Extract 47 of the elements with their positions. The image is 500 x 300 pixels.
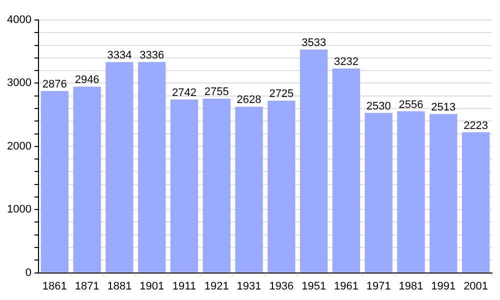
bar (202, 98, 230, 272)
x-tick-label: 1921 (204, 280, 229, 292)
data-label: 2755 (204, 86, 229, 98)
x-tick-label: 1981 (398, 280, 424, 292)
bar (364, 112, 392, 272)
data-label: 2223 (464, 120, 488, 132)
x-tick-label: 1911 (172, 280, 196, 292)
x-tick-label: 1861 (42, 280, 67, 292)
bar (73, 86, 101, 272)
data-label: 3533 (302, 37, 326, 50)
bar (462, 132, 490, 272)
x-tick-label: 1991 (431, 280, 456, 292)
x-tick-label: 1881 (107, 280, 132, 292)
bar (40, 91, 69, 272)
data-label: 2876 (42, 78, 67, 91)
data-label: 2742 (172, 87, 196, 100)
x-tick-label: 1931 (236, 280, 262, 292)
x-tick-label: 2001 (464, 280, 488, 292)
x-tick-label: 1936 (269, 280, 294, 292)
bar (235, 106, 263, 272)
x-tick-label: 1901 (140, 280, 164, 292)
bar (332, 68, 360, 272)
data-label: 2946 (74, 74, 100, 86)
bar (300, 50, 328, 272)
y-tick-label: 2000 (6, 140, 32, 152)
data-label: 2725 (269, 88, 294, 100)
data-label: 3336 (140, 49, 164, 62)
x-tick-label: 1971 (366, 280, 391, 292)
y-tick-label: 3000 (6, 77, 32, 90)
data-label: 3232 (334, 56, 358, 68)
data-label: 2530 (366, 100, 391, 112)
data-label: 2513 (431, 102, 456, 114)
y-tick-label: 4000 (6, 14, 32, 26)
x-tick-label: 1961 (334, 280, 358, 292)
data-label: 3334 (107, 50, 132, 62)
data-label: 2556 (398, 98, 424, 111)
bar (397, 111, 425, 272)
data-label: 2628 (236, 94, 262, 106)
x-tick-label: 1871 (74, 280, 100, 292)
bar (138, 62, 166, 272)
bar (106, 62, 134, 272)
y-tick-label: 0 (25, 266, 32, 279)
bar (268, 100, 296, 272)
bar (430, 114, 458, 272)
bar (170, 100, 198, 272)
x-tick-label: 1951 (302, 280, 326, 292)
y-tick-label: 1000 (6, 204, 32, 216)
